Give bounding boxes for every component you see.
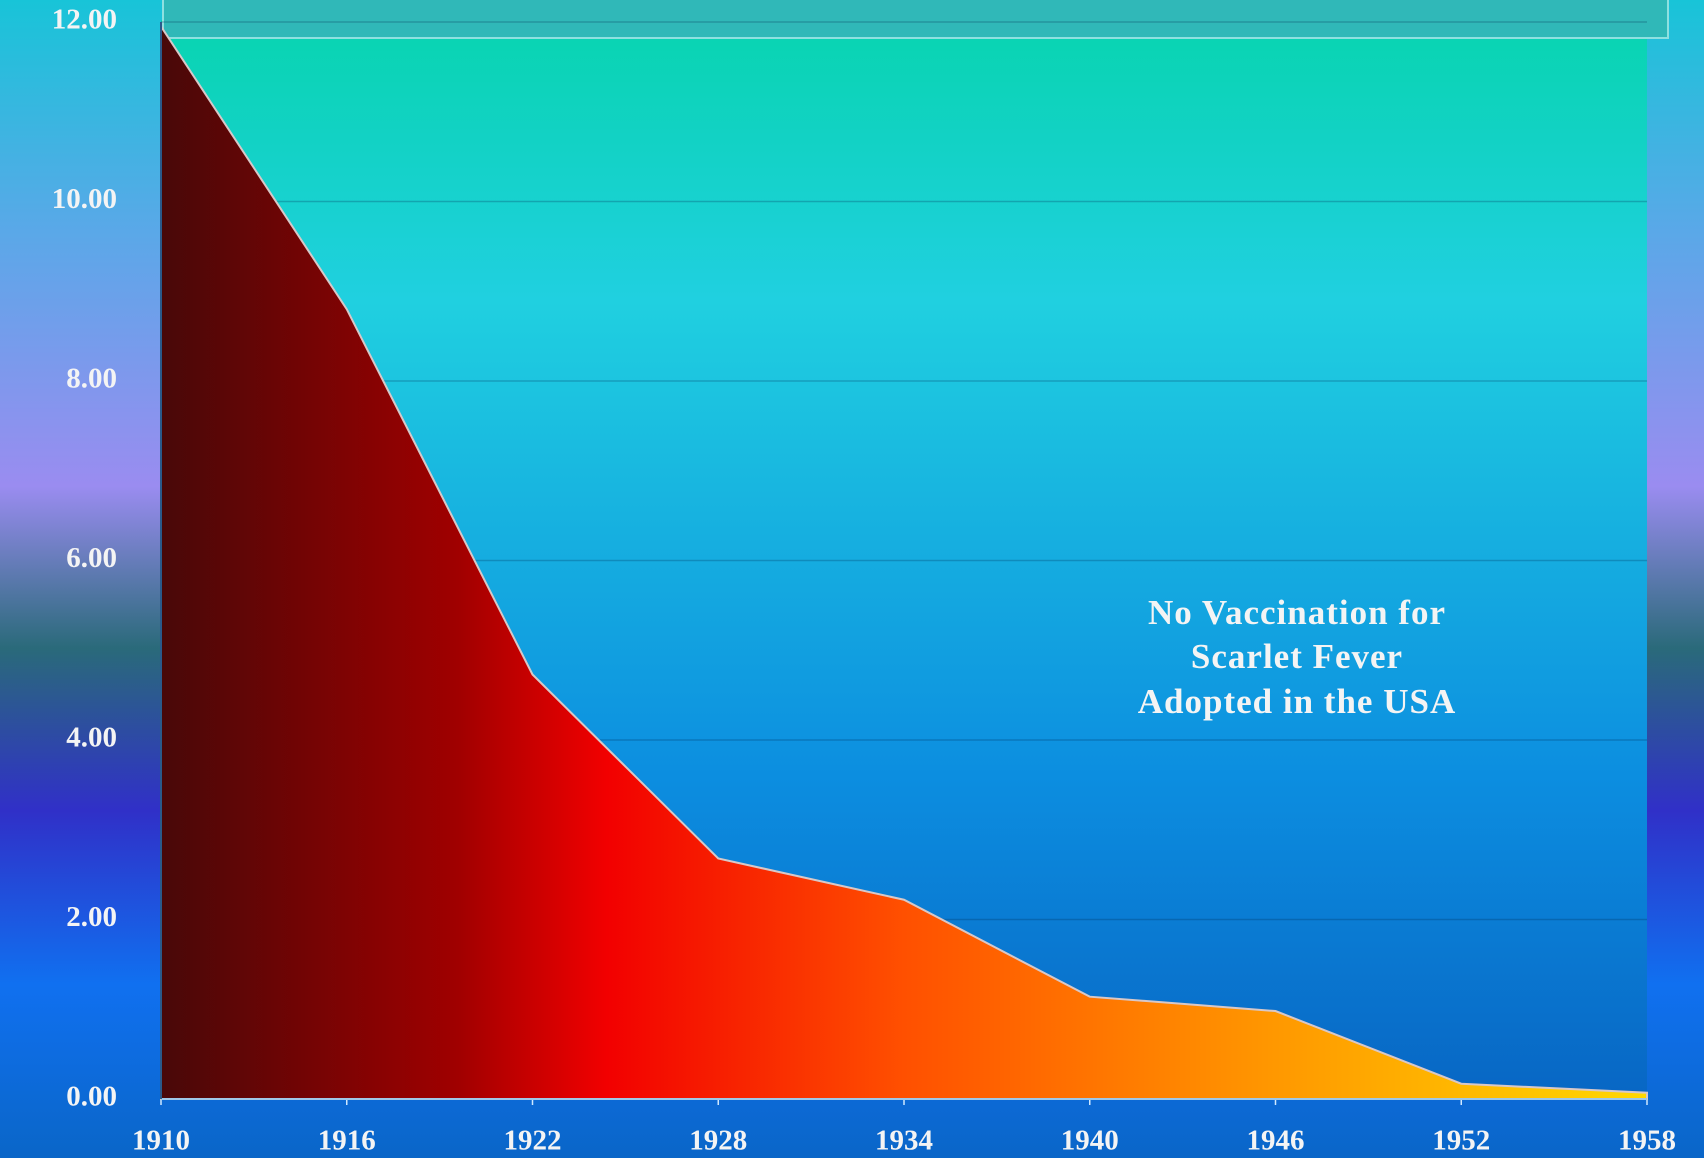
y-tick-label: 2.00 [66,901,117,933]
y-tick-label: 12.00 [52,4,117,36]
annotation: No Vaccination for [1148,593,1446,632]
y-tick-label: 6.00 [66,542,117,574]
area [160,23,1648,1100]
x-tick-label: 1958 [1618,1125,1676,1157]
y-tick-label: 8.00 [66,363,117,395]
x-tick-label: 1952 [1432,1125,1490,1157]
x-tick-label: 1940 [1061,1125,1119,1157]
x-tick-label: 1946 [1247,1125,1305,1157]
annotation: Scarlet Fever [1191,637,1403,676]
top-banner [162,0,1669,39]
x-tick-label: 1922 [504,1125,562,1157]
x-tick-label: 1934 [875,1125,933,1157]
y-tick-label: 10.00 [52,183,117,215]
x-tick-label: 1916 [318,1125,376,1157]
y-tick-label: 0.00 [66,1081,117,1113]
annotation: Adopted in the USA [1138,682,1456,721]
x-tick-label: 1928 [689,1125,747,1157]
y-tick-label: 4.00 [66,722,117,754]
x-tick-label: 1910 [132,1125,190,1157]
